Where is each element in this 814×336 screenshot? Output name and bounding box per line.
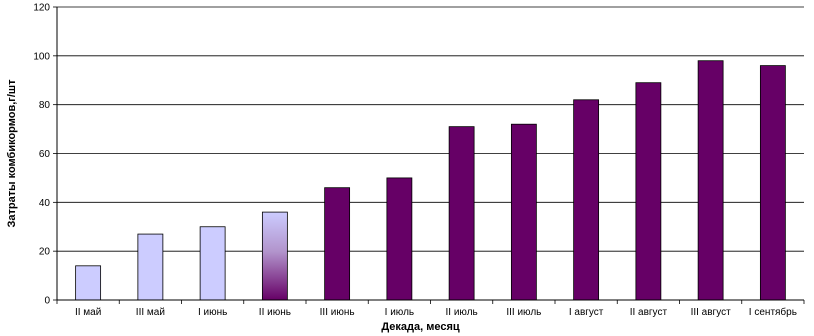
axes <box>53 6 805 304</box>
y-tick-label: 120 <box>33 3 50 14</box>
y-tick-label: 60 <box>39 149 51 160</box>
x-tick-labels: II май III май I июнь II июнь III июнь I июль… <box>75 306 797 318</box>
x-tick-label: III август <box>691 307 732 318</box>
bar <box>759 65 786 301</box>
x-tick-label: I июнь <box>198 307 227 318</box>
bar <box>510 123 537 301</box>
x-tick-label: III июль <box>506 307 541 318</box>
bar <box>137 233 164 301</box>
y-tick-labels: 0 20 40 60 80 100 120 <box>33 3 50 307</box>
bar <box>386 177 413 301</box>
bar <box>448 126 475 301</box>
bar <box>635 82 662 301</box>
gridlines <box>57 6 804 252</box>
x-tick-label: II август <box>630 307 668 318</box>
x-axis-title: Декада, месяц <box>381 321 460 333</box>
x-tick-label: II май <box>75 307 101 318</box>
y-tick-label: 100 <box>33 51 50 62</box>
bar <box>199 226 226 301</box>
x-tick-label: I сентябрь <box>749 306 797 318</box>
y-tick-label: 80 <box>39 100 51 111</box>
x-tick-label: III май <box>136 307 165 318</box>
y-tick-label: 20 <box>39 247 51 258</box>
x-tick-label: I июль <box>385 307 414 318</box>
bar <box>261 211 288 301</box>
x-tick-label: II июнь <box>259 307 291 318</box>
bar <box>573 99 600 301</box>
y-tick-label: 40 <box>39 198 51 209</box>
y-axis-title: Затраты комбикормов,г/шт <box>6 79 18 228</box>
y-tick-label: 0 <box>44 296 50 307</box>
bar <box>697 60 724 301</box>
bars <box>75 60 786 301</box>
x-tick-label: I август <box>569 307 604 318</box>
x-tick-label: II июль <box>446 307 478 318</box>
bar <box>75 265 102 301</box>
x-tick-label: III июнь <box>320 307 355 318</box>
bar <box>324 187 351 301</box>
